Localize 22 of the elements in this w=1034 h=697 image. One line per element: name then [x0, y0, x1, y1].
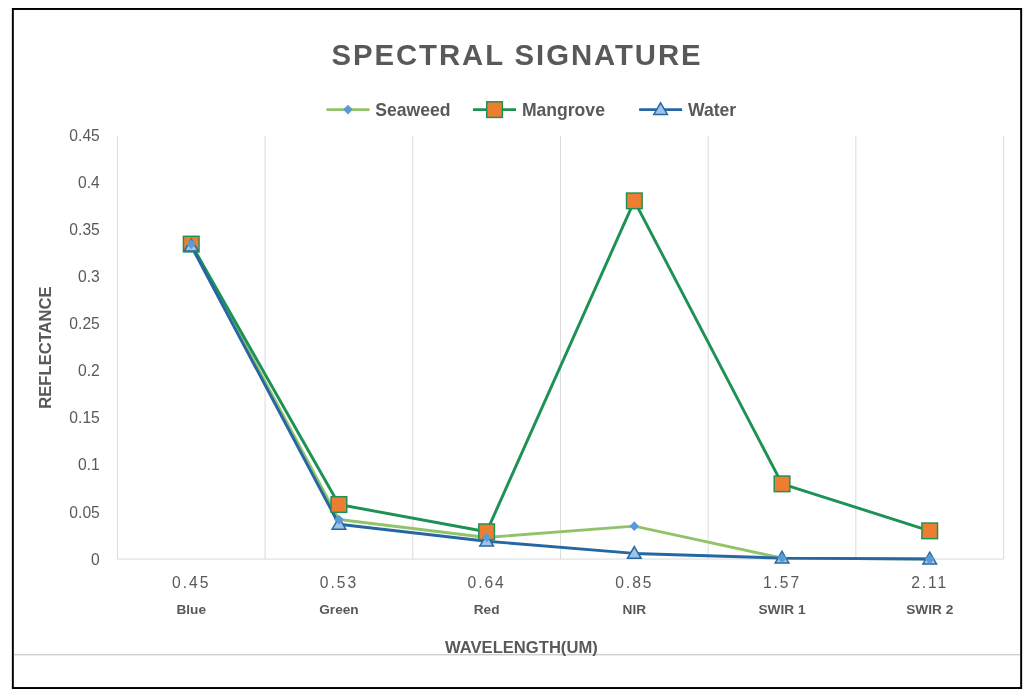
y-tick-label: 0.05	[69, 503, 101, 521]
y-tick-label: 0.15	[69, 409, 101, 427]
x-tick-label: 1.57 SWIR 1	[758, 574, 806, 617]
y-tick-label: 0	[91, 550, 101, 568]
legend-label: Seaweed	[375, 99, 451, 120]
x-tick-label: 0.53 Green	[319, 574, 359, 617]
y-axis-title: REFLECTANCE	[35, 286, 55, 409]
x-tick-label: 0.64 Red	[467, 574, 506, 617]
x-axis-title: WAVELENGTH(UM)	[445, 637, 598, 657]
y-tick-label: 0.3	[78, 268, 100, 286]
legend-label: Water	[687, 99, 737, 120]
legend-label: Mangrove	[521, 99, 606, 120]
y-tick-label: 0.4	[78, 174, 101, 192]
y-tick-label: 0.45	[69, 127, 101, 145]
x-tick-label: 0.85 NIR	[615, 574, 654, 617]
x-tick-label: 0.45 Blue	[172, 574, 211, 617]
y-tick-label: 0.2	[78, 362, 100, 380]
y-tick-label: 0.25	[69, 315, 101, 333]
chart-title: SPECTRAL SIGNATURE	[331, 37, 703, 71]
y-tick-label: 0.35	[69, 221, 101, 239]
x-tick-label: 2.11 SWIR 2	[906, 574, 954, 617]
y-tick-label: 0.1	[78, 456, 100, 474]
